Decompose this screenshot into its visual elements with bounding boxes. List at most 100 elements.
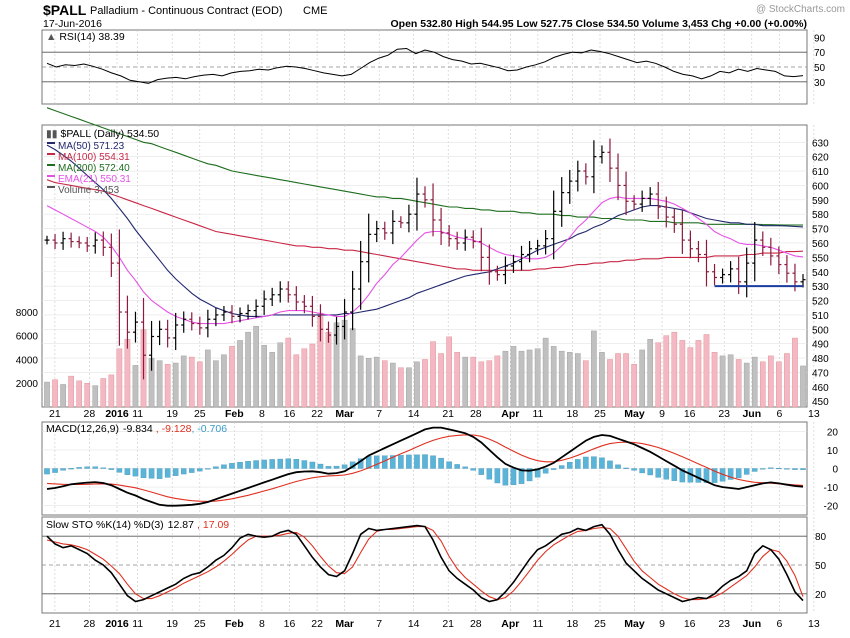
stochastic-label: Slow STO %K(14) %D(3) 12.87, 17.09: [46, 519, 229, 531]
macd-value: -9.834: [123, 423, 153, 435]
x-label-top: 13: [808, 408, 820, 420]
price-bar: [301, 295, 307, 314]
volume-bar: [542, 337, 549, 408]
rsi-tick: 50: [814, 63, 826, 74]
x-label-bottom: Mar: [335, 618, 354, 630]
volume-bar: [156, 360, 163, 408]
price-bar: [269, 287, 275, 306]
price-bar: [720, 268, 726, 284]
volume-bar: [784, 353, 790, 408]
x-label-bottom: 25: [194, 618, 206, 630]
macd-hist-bar: [792, 468, 798, 470]
price-bar: [84, 236, 90, 252]
volume-bar: [52, 379, 58, 408]
x-label-top: 25: [594, 408, 606, 420]
volume-bar: [470, 356, 477, 408]
x-label-bottom: Jun: [742, 618, 761, 630]
x-label-bottom: 13: [808, 618, 820, 630]
price-bar: [527, 240, 533, 263]
price-bar: [173, 312, 179, 351]
price-bar: [317, 304, 323, 342]
price-bar: [390, 210, 396, 245]
x-label-bottom: 7: [376, 618, 382, 630]
y-axis-labels: 3050709045046047048049050051052053054055…: [16, 33, 839, 600]
volume-bar: [84, 383, 91, 408]
price-bar: [382, 221, 388, 240]
price-tick: 610: [812, 167, 829, 178]
price-bar: [108, 233, 114, 277]
volume-bar: [229, 346, 235, 408]
x-label-top: Mar: [335, 408, 354, 420]
volume-bar: [583, 360, 589, 408]
price-bar: [623, 171, 629, 216]
macd-hist-bar: [237, 462, 243, 469]
volume-bar: [293, 354, 300, 408]
volume-bar: [325, 331, 332, 408]
volume-bar: [695, 340, 702, 408]
macd-hist-bar: [132, 468, 139, 477]
x-label-bottom: 11: [532, 618, 543, 630]
price-bar: [398, 216, 404, 229]
price-tick: 550: [812, 253, 829, 264]
stochastic-k-value: 12.87: [168, 519, 194, 531]
macd-hist-bar: [197, 468, 203, 472]
x-label-top: 21: [49, 408, 61, 420]
x-label-top: 14: [408, 408, 420, 420]
volume-bar: [526, 349, 533, 408]
macd-hist-bar: [52, 468, 58, 473]
price-tick: 540: [812, 268, 829, 279]
volume-bar: [575, 353, 581, 408]
macd-hist-bar: [454, 464, 460, 469]
x-label-top: 11: [532, 408, 543, 420]
price-tick: 590: [812, 196, 829, 207]
price-tick: 600: [812, 181, 829, 192]
macd-hist-bar: [647, 468, 653, 476]
volume-bar: [213, 360, 219, 408]
macd-hist-bar: [398, 455, 404, 469]
price-bar: [744, 247, 750, 298]
macd-line: [46, 426, 804, 507]
macd-hist-bar: [800, 468, 806, 470]
x-label-bottom: 28: [84, 618, 96, 630]
volume-bar: [245, 331, 251, 408]
macd-hist-bar: [430, 455, 436, 469]
x-label-top: 23: [718, 408, 730, 420]
ma50-line: [46, 144, 804, 317]
x-label-top: 18: [567, 408, 579, 420]
macd-hist-bar: [727, 468, 734, 480]
price-bar: [679, 210, 685, 254]
x-label-top: 11: [132, 408, 143, 420]
volume-bar: [518, 350, 525, 408]
volume-bar: [438, 353, 444, 408]
volume-bar: [76, 380, 82, 408]
price-bar: [422, 186, 428, 208]
macd-hist-bar: [317, 463, 324, 469]
price-bar: [486, 244, 492, 285]
x-label-bottom: 19: [166, 618, 178, 630]
macd-hist-bar: [213, 466, 219, 469]
macd-hist-bar: [575, 459, 581, 469]
macd-hist-bar: [542, 468, 549, 474]
macd-hist-bar: [92, 466, 99, 469]
macd-hist-bar: [84, 466, 90, 469]
volume-tick: 2000: [16, 379, 39, 390]
volume-bar: [132, 365, 139, 408]
price-tick: 580: [812, 210, 829, 221]
macd-hist-bar: [301, 460, 308, 469]
price-bar: [197, 316, 203, 335]
volume-bar: [502, 350, 509, 408]
macd-hist-bar: [333, 465, 340, 469]
x-label-top: 28: [84, 408, 96, 420]
stochastic-tick: 20: [815, 590, 827, 601]
chart-date: 17-Jun-2016: [43, 18, 102, 30]
volume-bar: [261, 344, 267, 408]
price-bar: [567, 169, 573, 204]
macd-tick: -20: [824, 502, 839, 513]
price-bar: [52, 234, 58, 250]
volume-bar: [237, 340, 243, 408]
price-bar: [116, 229, 122, 346]
price-bar: [325, 321, 331, 343]
volume-bar: [768, 355, 774, 408]
volume-bar: [108, 374, 115, 408]
volume-bar: [349, 328, 356, 408]
